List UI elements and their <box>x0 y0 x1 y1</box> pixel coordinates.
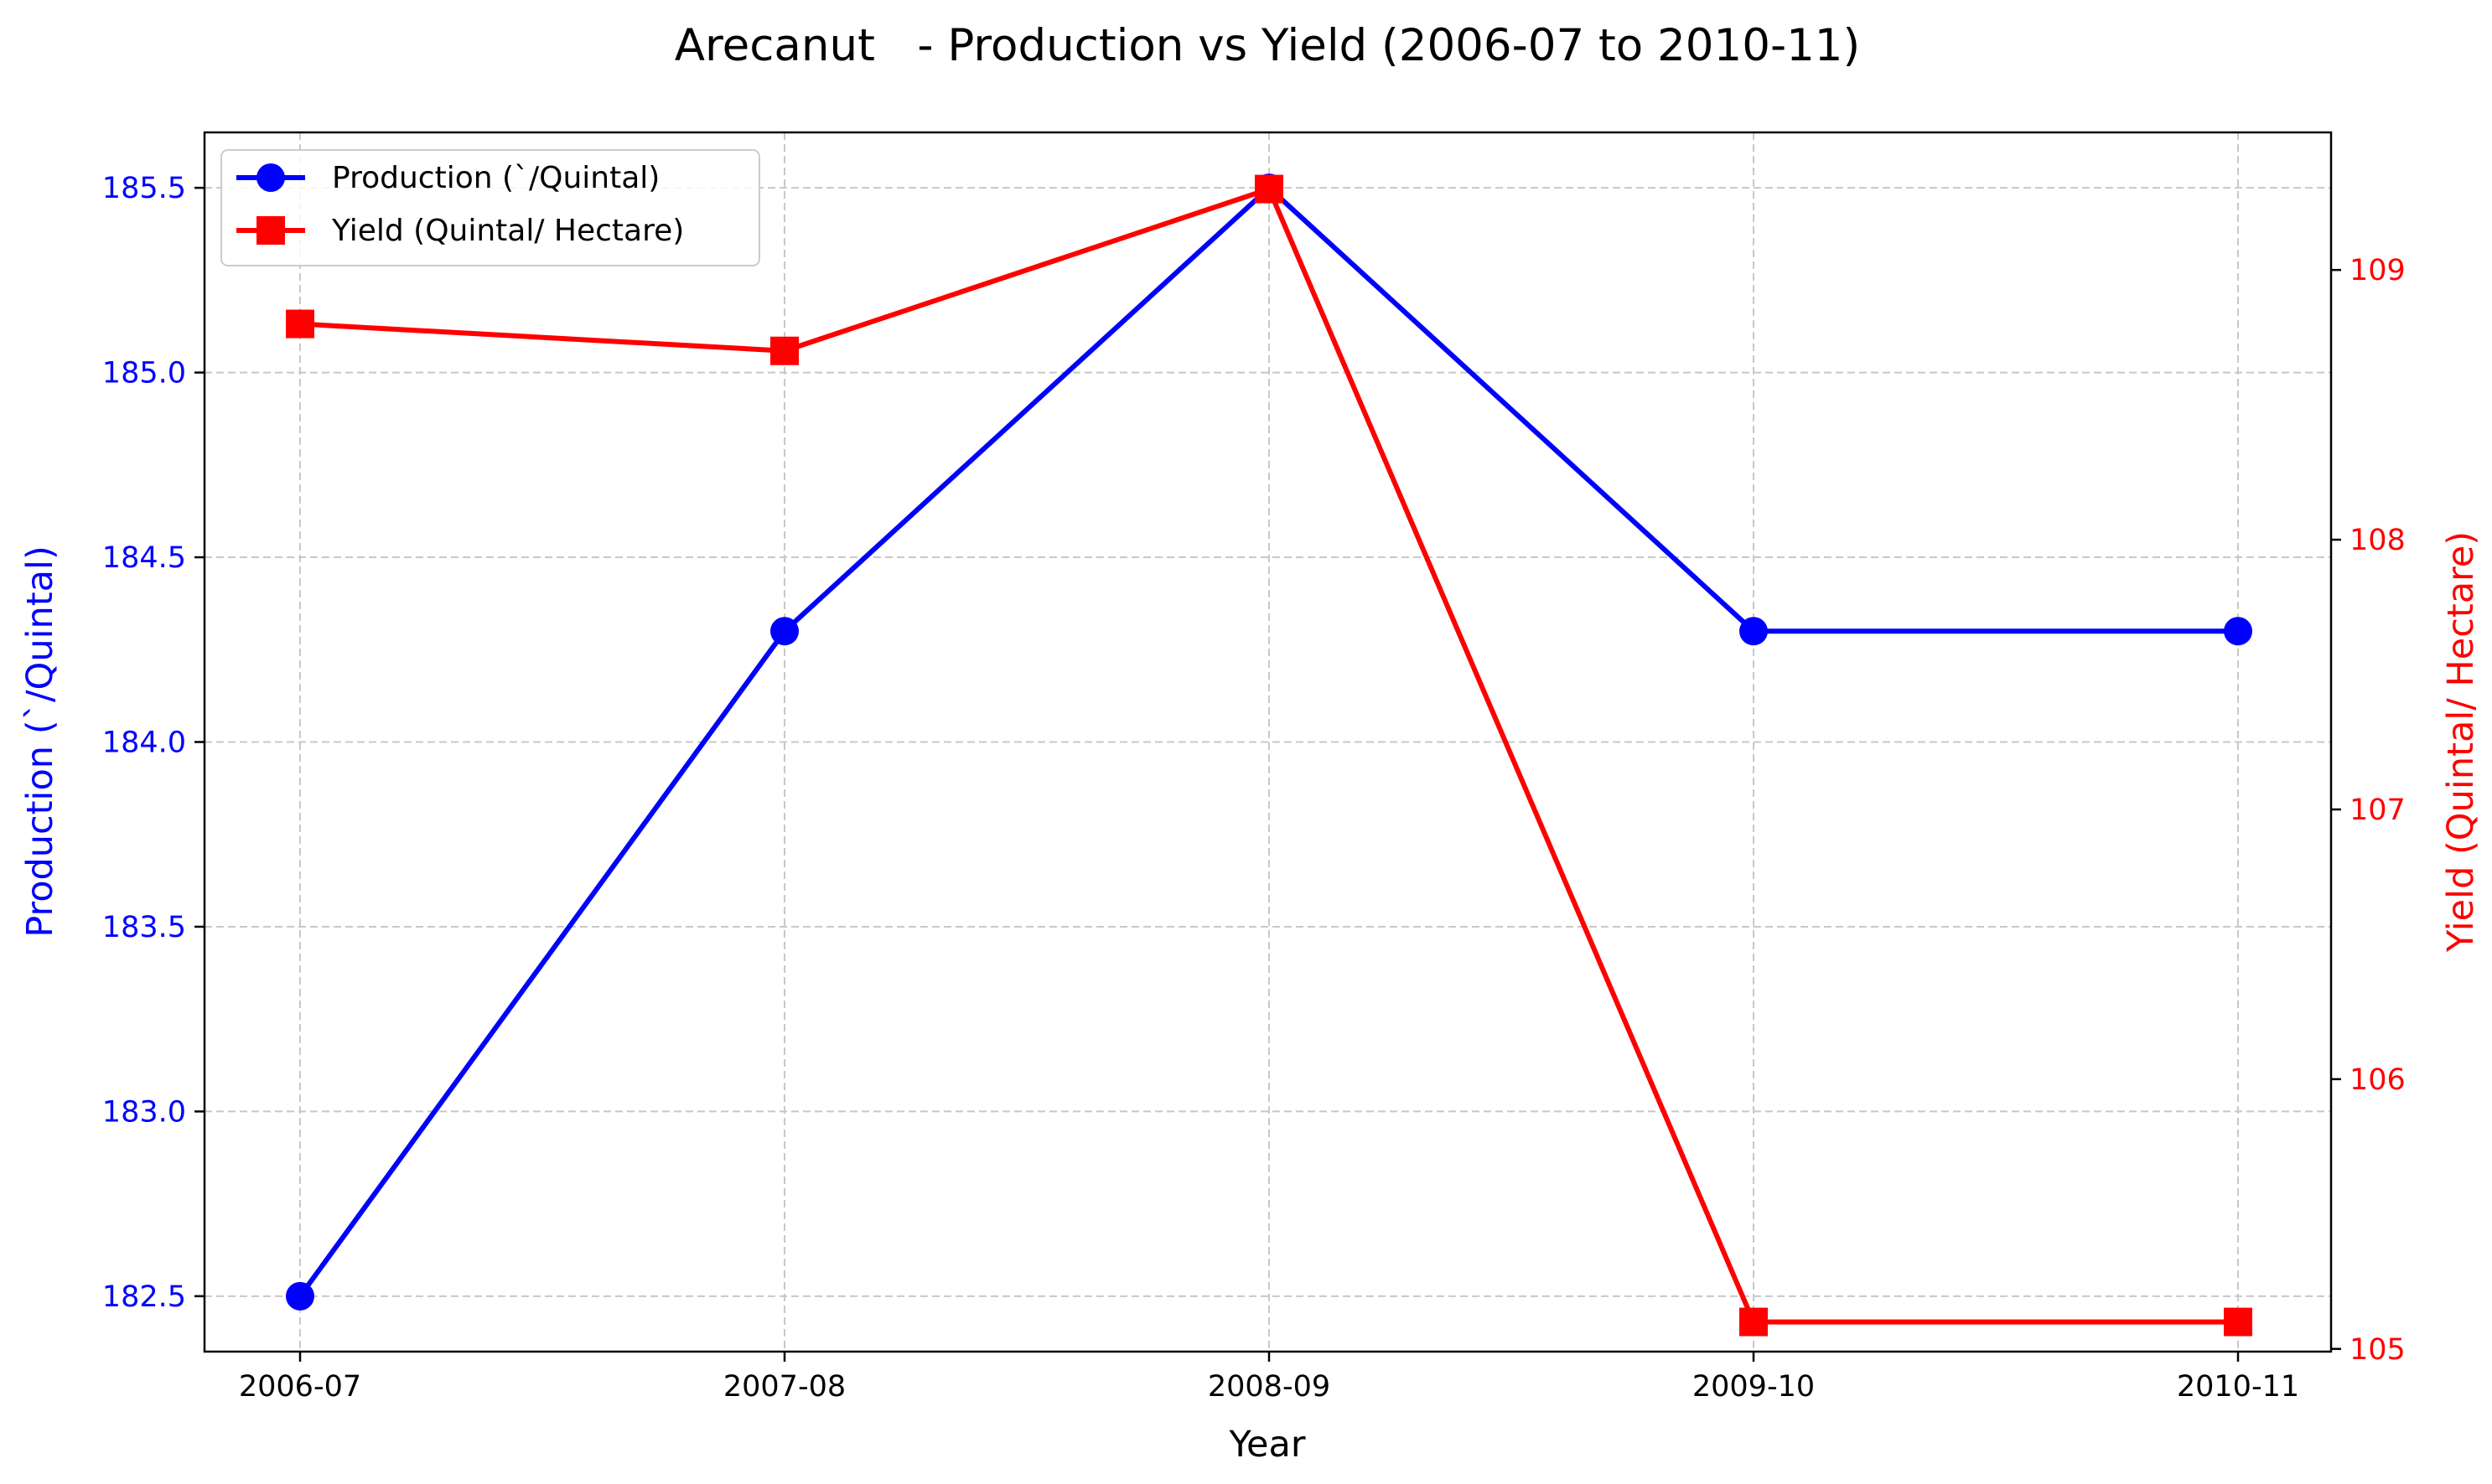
production-point <box>2224 617 2252 646</box>
x-tick-label: 2009-10 <box>1692 1370 1815 1404</box>
production-point <box>286 1281 314 1311</box>
legend-square-marker <box>256 216 285 245</box>
x-axis-label: Year <box>1228 1424 1305 1466</box>
left-y-tick-label: 184.0 <box>102 726 186 760</box>
production-point <box>770 617 799 646</box>
left-y-tick-label: 184.5 <box>102 541 186 575</box>
legend-circle-marker <box>256 163 285 192</box>
left-y-axis-label: Production (`/Quintal) <box>19 546 61 937</box>
yield-point <box>770 336 799 365</box>
legend-label: Production (`/Quintal) <box>332 161 660 195</box>
x-tick-label: 2007-08 <box>723 1370 846 1404</box>
legend-label: Yield (Quintal/ Hectare) <box>331 214 684 248</box>
right-y-axis: 105 106 107 108 109 <box>2331 254 2406 1367</box>
x-axis: 2006-07 2007-08 2008-09 2009-10 2010-11 <box>239 1352 2299 1404</box>
yield-point <box>2224 1307 2252 1337</box>
legend: Production (`/Quintal) Yield (Quintal/ He… <box>220 149 760 266</box>
yield-series <box>286 174 2252 1337</box>
chart-title: Arecanut - Production vs Yield (2006-07 … <box>675 20 1860 71</box>
right-y-axis-label: Yield (Quintal/ Hectare) <box>2440 531 2482 953</box>
x-tick-label: 2008-09 <box>1208 1370 1330 1404</box>
x-tick-label: 2010-11 <box>2177 1370 2299 1404</box>
left-y-tick-label: 185.0 <box>102 357 186 390</box>
yield-point <box>1255 174 1283 204</box>
left-y-tick-label: 183.0 <box>102 1095 186 1129</box>
left-y-tick-label: 183.5 <box>102 911 186 944</box>
yield-point <box>1739 1307 1768 1337</box>
production-point <box>1739 617 1768 646</box>
left-y-tick-label: 185.5 <box>102 172 186 205</box>
legend-box <box>220 149 760 266</box>
right-y-tick-label: 106 <box>2350 1063 2406 1097</box>
right-y-tick-label: 109 <box>2350 254 2406 287</box>
yield-point <box>286 309 314 339</box>
series-layer <box>286 173 2252 1337</box>
right-y-tick-label: 108 <box>2350 524 2406 557</box>
right-y-tick-label: 105 <box>2350 1333 2406 1367</box>
right-y-tick-label: 107 <box>2350 794 2406 827</box>
left-y-axis: 182.5 183.0 183.5 184.0 184.5 185.0 185.5 <box>102 172 205 1314</box>
left-y-tick-label: 182.5 <box>102 1280 186 1314</box>
x-tick-label: 2006-07 <box>239 1370 361 1404</box>
